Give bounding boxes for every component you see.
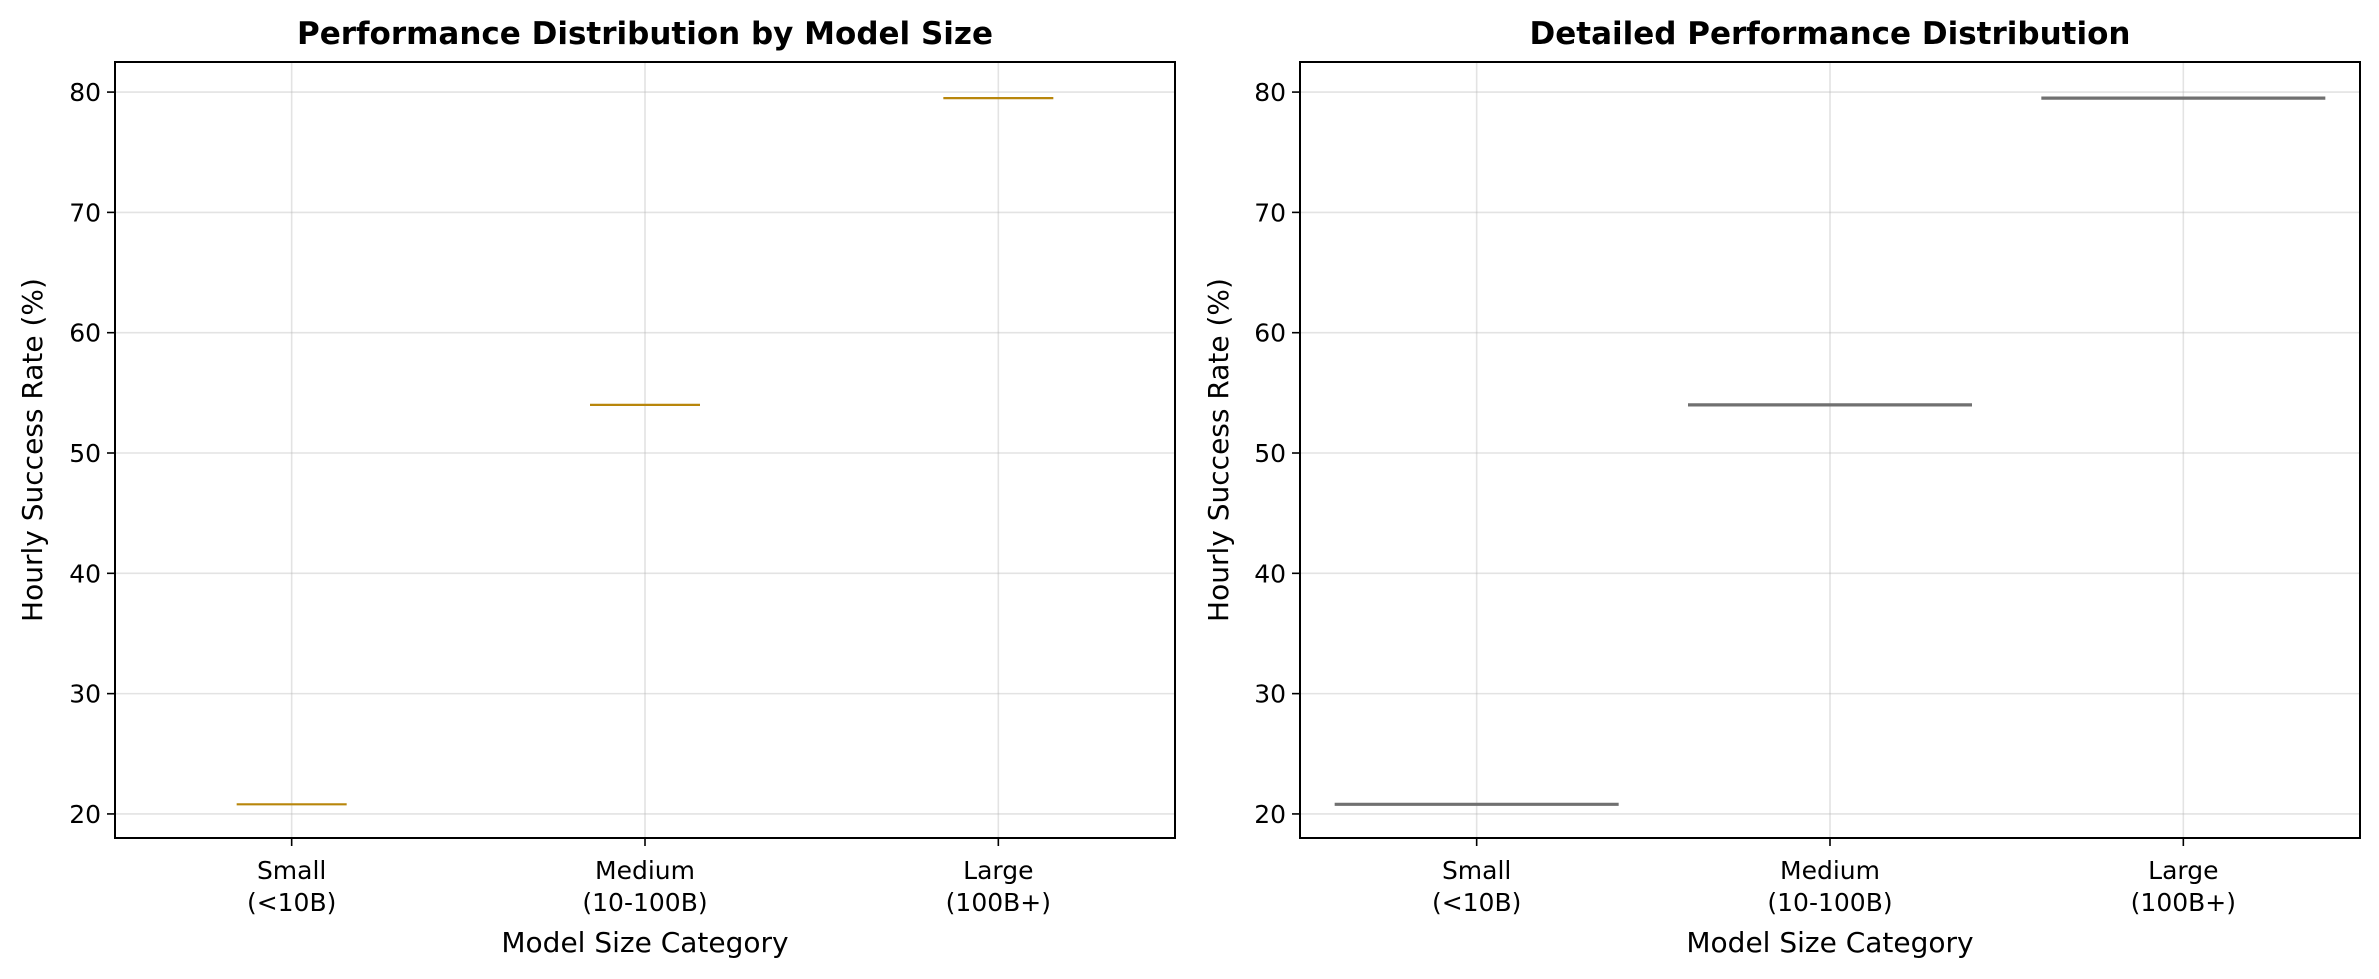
- right-y-tick-label: 60: [1254, 319, 1286, 348]
- left-y-tick-label: 50: [69, 439, 101, 468]
- left-x-tick-label: (<10B): [247, 888, 336, 917]
- left-y-tick-label: 20: [69, 800, 101, 829]
- right-x-tick-label: Small: [1442, 856, 1511, 885]
- right-x-tick-label: Large: [2148, 856, 2218, 885]
- right-x-tick-label: (10-100B): [1767, 888, 1892, 917]
- right-panel: Detailed Performance Distribution 20 30 40…: [1202, 16, 2361, 959]
- right-y-tick-label: 70: [1254, 198, 1286, 227]
- right-x-tick-label: (<10B): [1432, 888, 1521, 917]
- left-panel: Performance Distribution by Model Size 2…: [16, 16, 1176, 959]
- left-x-tick-label: Medium: [595, 856, 695, 885]
- left-x-tick-label: Small: [257, 856, 326, 885]
- left-y-tick-label: 40: [69, 559, 101, 588]
- left-plot-frame: [114, 61, 1176, 839]
- right-x-axis-label: Model Size Category: [1686, 926, 1973, 959]
- right-y-axis-label: Hourly Success Rate (%): [1202, 278, 1235, 622]
- right-x-tick-label: (100B+): [2131, 888, 2236, 917]
- right-y-tick-label: 30: [1254, 680, 1286, 709]
- left-y-axis-label: Hourly Success Rate (%): [16, 278, 49, 622]
- left-y-tick-label: 30: [69, 680, 101, 709]
- left-x-tick-label: Large: [963, 856, 1033, 885]
- left-chart-title: Performance Distribution by Model Size: [297, 16, 993, 52]
- left-y-tick-label: 60: [69, 319, 101, 348]
- right-x-tick-label: Medium: [1780, 856, 1880, 885]
- right-y-tick-label: 20: [1254, 800, 1286, 829]
- left-y-tick-label: 80: [69, 78, 101, 107]
- right-plot-frame: [1299, 61, 2361, 839]
- left-x-tick-label: (100B+): [946, 888, 1051, 917]
- left-x-tick-label: (10-100B): [582, 888, 707, 917]
- left-x-axis-label: Model Size Category: [501, 926, 788, 959]
- right-y-tick-label: 40: [1254, 559, 1286, 588]
- right-y-tick-label: 80: [1254, 78, 1286, 107]
- right-y-tick-label: 50: [1254, 439, 1286, 468]
- left-y-tick-label: 70: [69, 198, 101, 227]
- right-chart-title: Detailed Performance Distribution: [1530, 16, 2131, 52]
